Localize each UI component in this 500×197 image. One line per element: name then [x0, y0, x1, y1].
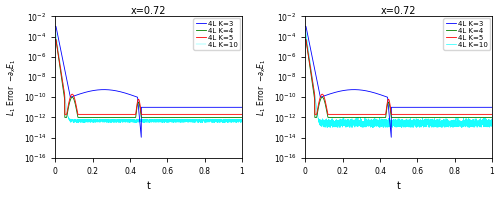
Legend: 4L K=3, 4L K=4, 4L K=5, 4L K=10: 4L K=3, 4L K=4, 4L K=5, 4L K=10 — [444, 18, 490, 50]
4L K=3 — [85, 90, 91, 93]
4L K=10 — [459, 126, 465, 128]
4L K=5 — [53, 38, 59, 41]
4L K=4 — [335, 116, 341, 119]
4L K=10 — [466, 122, 471, 124]
4L K=4 — [132, 116, 138, 119]
4L K=10 — [489, 121, 495, 123]
4L K=10 — [124, 119, 130, 121]
4L K=3 — [489, 106, 495, 109]
4L K=5 — [239, 113, 245, 116]
Line: 4L K=5: 4L K=5 — [306, 40, 492, 114]
4L K=4 — [216, 116, 222, 119]
4L K=10 — [374, 125, 380, 127]
Line: 4L K=4: 4L K=4 — [306, 40, 492, 117]
4L K=10 — [335, 125, 341, 127]
4L K=3 — [302, 25, 308, 28]
4L K=5 — [374, 113, 380, 116]
4L K=3 — [374, 92, 380, 95]
4L K=3 — [335, 90, 341, 93]
Line: 4L K=3: 4L K=3 — [306, 26, 492, 137]
4L K=10 — [302, 28, 308, 31]
Line: 4L K=3: 4L K=3 — [56, 26, 242, 137]
4L K=3 — [216, 106, 222, 109]
4L K=5 — [132, 113, 138, 116]
4L K=10 — [52, 28, 59, 31]
4L K=10 — [132, 119, 138, 121]
4L K=4 — [53, 38, 59, 41]
4L K=5 — [324, 108, 330, 110]
Line: 4L K=10: 4L K=10 — [56, 30, 242, 123]
4L K=5 — [124, 113, 130, 116]
4L K=3 — [236, 106, 242, 109]
4L K=5 — [303, 38, 309, 41]
4L K=4 — [52, 38, 59, 41]
4L K=10 — [74, 121, 80, 123]
4L K=3 — [486, 106, 492, 109]
4L K=4 — [239, 116, 245, 119]
4L K=4 — [324, 111, 330, 113]
4L K=4 — [302, 38, 308, 41]
4L K=10 — [486, 119, 492, 122]
4L K=4 — [382, 116, 388, 119]
4L K=5 — [216, 113, 222, 116]
4L K=3 — [324, 94, 330, 96]
4L K=4 — [74, 111, 80, 113]
4L K=4 — [124, 116, 130, 119]
4L K=10 — [382, 118, 388, 120]
Title: x=0.72: x=0.72 — [131, 6, 166, 16]
4L K=5 — [52, 38, 59, 41]
4L K=3 — [74, 94, 80, 96]
4L K=4 — [489, 116, 495, 119]
Line: 4L K=10: 4L K=10 — [306, 30, 492, 127]
4L K=3 — [466, 106, 471, 109]
4L K=3 — [382, 95, 388, 98]
4L K=4 — [62, 116, 68, 119]
4L K=5 — [466, 113, 471, 116]
4L K=4 — [303, 38, 309, 41]
Line: 4L K=5: 4L K=5 — [56, 40, 242, 114]
4L K=10 — [236, 119, 242, 121]
Y-axis label: $L_1$ Error  $-\partial_x E_1$: $L_1$ Error $-\partial_x E_1$ — [256, 58, 268, 116]
4L K=4 — [312, 116, 318, 119]
4L K=10 — [216, 120, 222, 123]
4L K=5 — [62, 113, 68, 116]
X-axis label: t: t — [397, 181, 400, 191]
4L K=3 — [138, 136, 144, 138]
4L K=4 — [236, 116, 242, 119]
Line: 4L K=4: 4L K=4 — [56, 40, 242, 117]
Y-axis label: $L_1$ Error  $-\partial_x E_1$: $L_1$ Error $-\partial_x E_1$ — [6, 58, 18, 116]
4L K=5 — [489, 113, 495, 116]
4L K=4 — [486, 116, 492, 119]
4L K=10 — [233, 122, 239, 124]
4L K=5 — [302, 38, 308, 41]
4L K=5 — [236, 113, 242, 116]
4L K=4 — [374, 116, 380, 119]
4L K=3 — [52, 25, 59, 28]
4L K=10 — [85, 119, 91, 121]
4L K=5 — [382, 113, 388, 116]
4L K=5 — [312, 113, 318, 116]
4L K=5 — [335, 113, 341, 116]
Legend: 4L K=3, 4L K=4, 4L K=5, 4L K=10: 4L K=3, 4L K=4, 4L K=5, 4L K=10 — [194, 18, 240, 50]
4L K=3 — [132, 95, 138, 98]
4L K=10 — [324, 123, 330, 125]
4L K=3 — [239, 106, 245, 109]
4L K=4 — [85, 116, 91, 119]
4L K=5 — [486, 113, 492, 116]
4L K=3 — [388, 136, 394, 138]
4L K=5 — [74, 108, 80, 110]
X-axis label: t: t — [147, 181, 150, 191]
4L K=3 — [124, 92, 130, 95]
4L K=10 — [239, 118, 245, 121]
4L K=5 — [85, 113, 91, 116]
4L K=4 — [466, 116, 471, 119]
Title: x=0.72: x=0.72 — [381, 6, 416, 16]
